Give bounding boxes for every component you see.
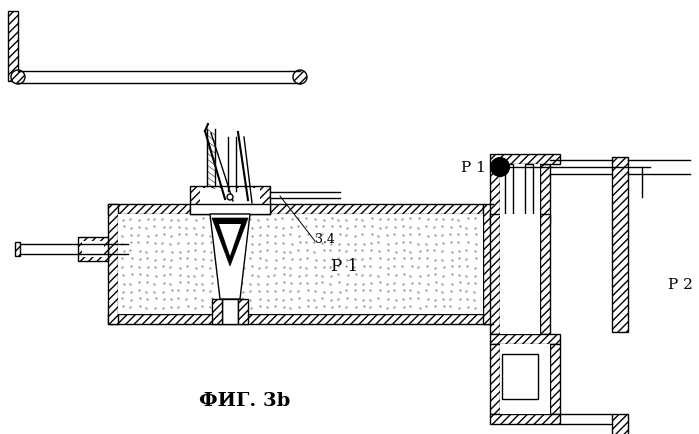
Circle shape bbox=[11, 71, 25, 85]
Bar bbox=[490, 155, 560, 164]
Text: P 2: P 2 bbox=[668, 277, 693, 291]
Bar bbox=[190, 187, 270, 214]
Bar bbox=[490, 344, 500, 414]
Text: ФИГ. 3b: ФИГ. 3b bbox=[199, 391, 291, 409]
Circle shape bbox=[227, 194, 233, 201]
Circle shape bbox=[293, 71, 307, 85]
Text: P 1: P 1 bbox=[331, 258, 358, 275]
Polygon shape bbox=[210, 214, 250, 299]
Bar bbox=[258, 204, 483, 214]
Bar bbox=[483, 204, 493, 324]
Bar bbox=[500, 214, 540, 334]
Bar bbox=[8, 12, 18, 82]
Bar bbox=[222, 299, 238, 324]
Bar bbox=[78, 237, 108, 261]
Bar bbox=[15, 243, 20, 256]
Bar bbox=[190, 204, 270, 214]
Bar bbox=[505, 164, 513, 230]
Bar bbox=[118, 214, 483, 314]
Bar bbox=[500, 164, 540, 214]
Bar bbox=[490, 334, 560, 344]
Bar bbox=[500, 344, 550, 414]
Bar bbox=[108, 204, 203, 214]
Bar bbox=[612, 158, 628, 332]
Bar bbox=[238, 299, 248, 324]
Bar bbox=[490, 414, 560, 424]
Polygon shape bbox=[219, 224, 241, 256]
Text: 3.4: 3.4 bbox=[315, 233, 335, 246]
Bar bbox=[108, 314, 493, 324]
Bar bbox=[490, 164, 500, 224]
Bar bbox=[108, 204, 118, 324]
Polygon shape bbox=[212, 218, 248, 266]
Bar bbox=[525, 164, 533, 230]
Bar bbox=[212, 299, 222, 324]
Bar bbox=[502, 354, 538, 399]
Bar bbox=[540, 214, 550, 334]
Bar bbox=[540, 164, 550, 224]
Bar bbox=[200, 188, 260, 204]
Text: P 1: P 1 bbox=[461, 161, 486, 174]
Bar bbox=[550, 344, 560, 414]
Bar bbox=[490, 214, 500, 334]
Bar bbox=[612, 414, 628, 434]
Circle shape bbox=[491, 159, 509, 177]
Bar bbox=[82, 241, 104, 257]
